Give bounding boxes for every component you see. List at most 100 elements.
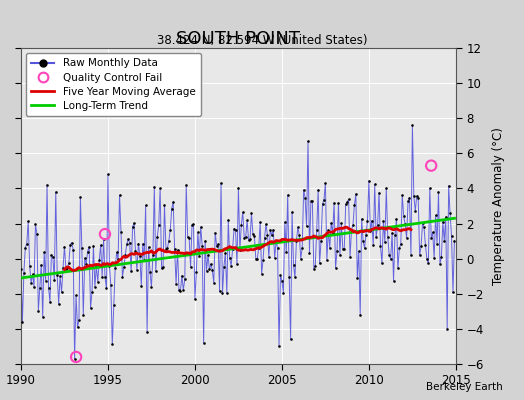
- Point: [405, 194, 413, 201]
- Point: [259, 257, 267, 263]
- Point: [95, 257, 103, 263]
- Point: [141, 202, 150, 208]
- Point: [323, 256, 331, 263]
- Point: [333, 248, 341, 254]
- Point: [382, 185, 390, 192]
- Point: [430, 255, 439, 261]
- Point: [211, 229, 220, 236]
- Point: [314, 187, 322, 193]
- Point: [444, 182, 453, 189]
- Point: [149, 252, 157, 258]
- Point: [249, 231, 257, 237]
- Point: [379, 218, 388, 224]
- Point: [246, 236, 254, 243]
- Point: [305, 249, 314, 256]
- Point: [266, 226, 275, 233]
- Point: [110, 302, 118, 308]
- Point: [240, 235, 248, 241]
- Point: [256, 219, 265, 226]
- Point: [37, 262, 46, 268]
- Point: [101, 274, 109, 280]
- Point: [337, 220, 345, 226]
- Point: [423, 256, 431, 262]
- Point: [272, 238, 280, 244]
- Point: [210, 279, 218, 286]
- Point: [228, 246, 237, 252]
- Point: [170, 246, 179, 252]
- Point: [300, 187, 308, 193]
- Point: [410, 193, 418, 199]
- Point: [376, 243, 385, 249]
- Point: [189, 221, 198, 227]
- Point: [63, 265, 72, 272]
- Point: [134, 240, 143, 247]
- Point: [257, 270, 266, 277]
- Point: [388, 230, 396, 236]
- Point: [89, 243, 97, 249]
- Point: [143, 328, 151, 335]
- Point: [372, 234, 380, 240]
- Point: [307, 198, 315, 205]
- Point: [362, 231, 370, 238]
- Point: [215, 288, 224, 295]
- Point: [59, 265, 67, 272]
- Point: [411, 208, 420, 214]
- Point: [298, 244, 307, 251]
- Point: [404, 198, 412, 204]
- Point: [244, 237, 253, 244]
- Point: [343, 199, 352, 205]
- Point: [114, 256, 122, 263]
- Point: [159, 263, 167, 270]
- Point: [119, 264, 128, 270]
- Point: [66, 242, 74, 248]
- Point: [282, 249, 290, 256]
- Point: [369, 242, 377, 248]
- Point: [449, 289, 457, 295]
- Point: [387, 256, 395, 262]
- Point: [176, 288, 184, 294]
- Point: [28, 271, 37, 278]
- Point: [194, 229, 202, 236]
- Point: [346, 254, 354, 260]
- Point: [111, 264, 119, 271]
- Point: [206, 261, 215, 267]
- Point: [231, 227, 239, 233]
- Point: [136, 252, 144, 259]
- Point: [198, 242, 206, 249]
- Point: [165, 238, 173, 244]
- Point: [166, 227, 174, 233]
- Point: [62, 266, 70, 272]
- Point: [327, 220, 335, 226]
- Point: [23, 240, 31, 247]
- Point: [195, 253, 203, 259]
- Point: [293, 224, 302, 230]
- Point: [146, 268, 154, 275]
- Point: [253, 256, 261, 262]
- Point: [295, 232, 303, 238]
- Point: [446, 210, 454, 217]
- Point: [363, 218, 372, 224]
- Point: [268, 232, 276, 238]
- Point: [92, 263, 101, 270]
- Y-axis label: Temperature Anomaly (°C): Temperature Anomaly (°C): [492, 127, 505, 285]
- Point: [334, 200, 343, 206]
- Point: [98, 274, 106, 280]
- Point: [192, 268, 201, 275]
- Point: [398, 192, 407, 198]
- Point: [196, 224, 205, 230]
- Point: [100, 236, 108, 242]
- Point: [54, 300, 63, 307]
- Point: [126, 240, 134, 246]
- Point: [155, 222, 163, 228]
- Point: [375, 189, 383, 196]
- Point: [172, 281, 180, 287]
- Point: [105, 262, 114, 269]
- Title: SOUTH POINT: SOUTH POINT: [177, 30, 300, 48]
- Point: [233, 261, 241, 268]
- Point: [450, 237, 458, 244]
- Point: [70, 356, 79, 362]
- Point: [414, 195, 422, 201]
- Point: [302, 223, 311, 230]
- Point: [214, 241, 222, 248]
- Point: [236, 247, 244, 253]
